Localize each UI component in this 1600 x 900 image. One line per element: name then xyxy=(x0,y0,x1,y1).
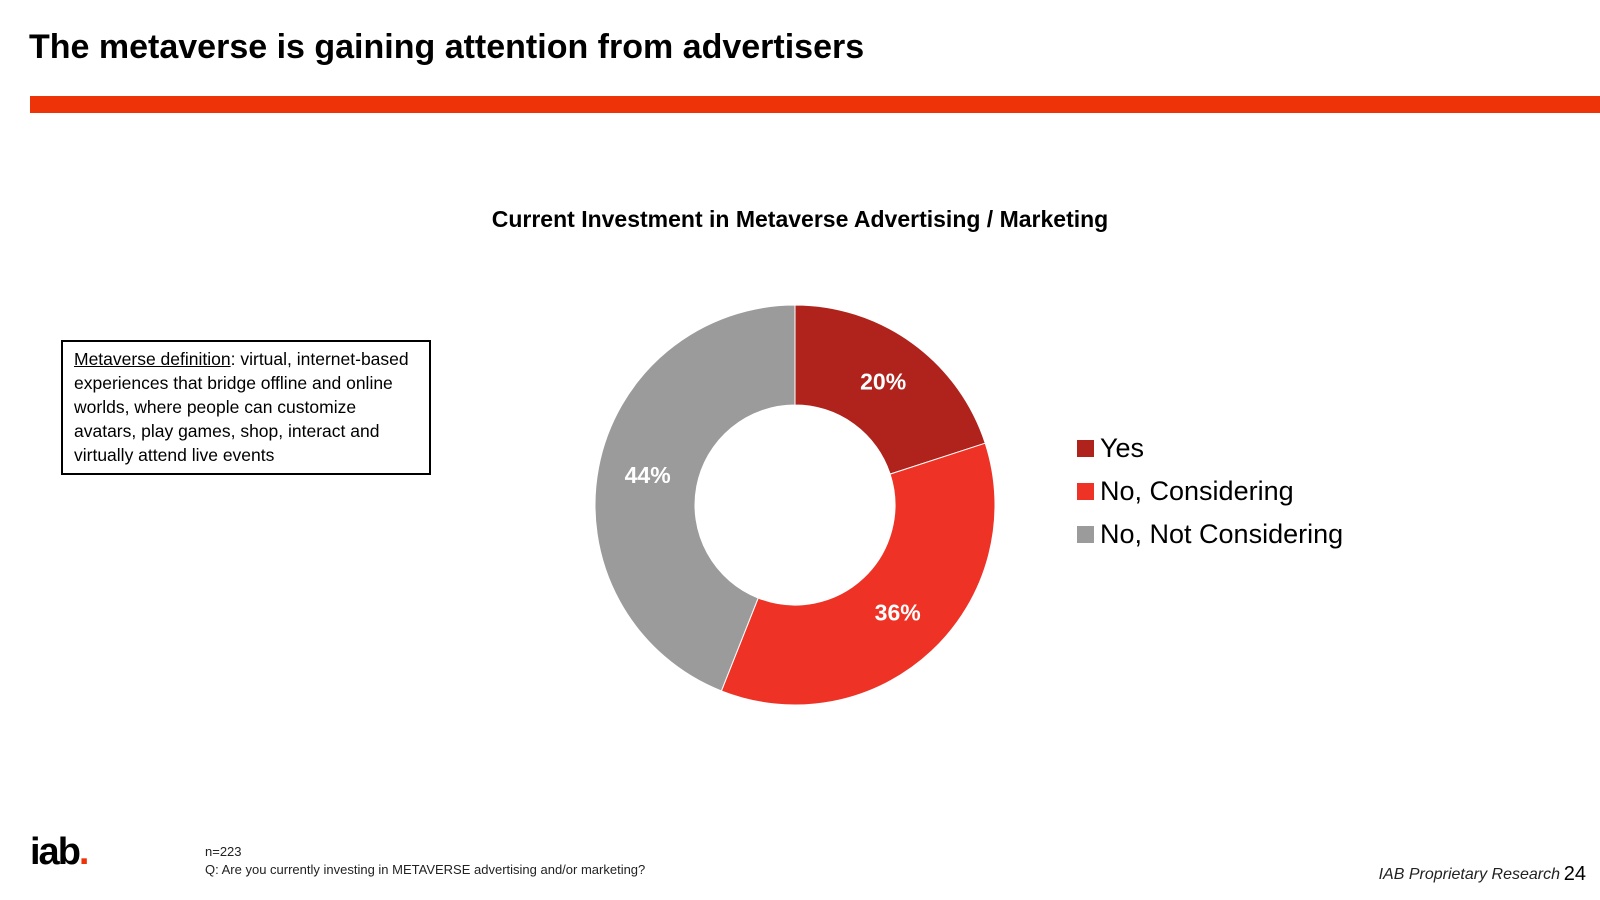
legend-swatch-no-considering xyxy=(1077,483,1094,500)
definition-box: Metaverse definition: virtual, internet-… xyxy=(61,340,431,475)
iab-logo: iab. xyxy=(30,831,89,873)
page-number: 24 xyxy=(1563,863,1586,885)
chart-legend: Yes No, Considering No, Not Considering xyxy=(1077,427,1343,556)
data-label-yes: 20% xyxy=(860,369,906,395)
legend-label-yes: Yes xyxy=(1100,433,1145,463)
chart-title: Current Investment in Metaverse Advertis… xyxy=(491,206,1109,232)
data-label-no-not-considering: 44% xyxy=(625,462,671,488)
data-label-no-considering: 36% xyxy=(875,599,921,625)
definition-text: : virtual, internet-based experiences th… xyxy=(74,349,409,465)
survey-question: Q: Are you currently investing in METAVE… xyxy=(205,862,646,877)
slice-no-not-considering xyxy=(594,304,796,692)
legend-swatch-no-not-considering xyxy=(1077,526,1094,543)
donut-chart: 20% 36% 44% xyxy=(594,304,996,706)
legend-swatch-yes xyxy=(1077,440,1094,457)
slide-title: The metaverse is gaining attention from … xyxy=(29,28,865,66)
slice-yes xyxy=(794,304,986,475)
legend-item-no-not-considering: No, Not Considering xyxy=(1077,513,1343,556)
footnote: n=223 Q: Are you currently investing in … xyxy=(205,843,645,879)
legend-label-no-considering: No, Considering xyxy=(1100,476,1294,506)
definition-term: Metaverse definition xyxy=(74,349,231,369)
accent-bar xyxy=(30,96,1600,113)
legend-item-no-considering: No, Considering xyxy=(1077,470,1343,513)
legend-label-no-not-considering: No, Not Considering xyxy=(1100,519,1344,549)
legend-item-yes: Yes xyxy=(1077,427,1343,470)
slice-no-considering xyxy=(720,442,996,706)
sample-size: n=223 xyxy=(205,844,242,859)
source-note: IAB Proprietary Research xyxy=(1378,866,1560,883)
